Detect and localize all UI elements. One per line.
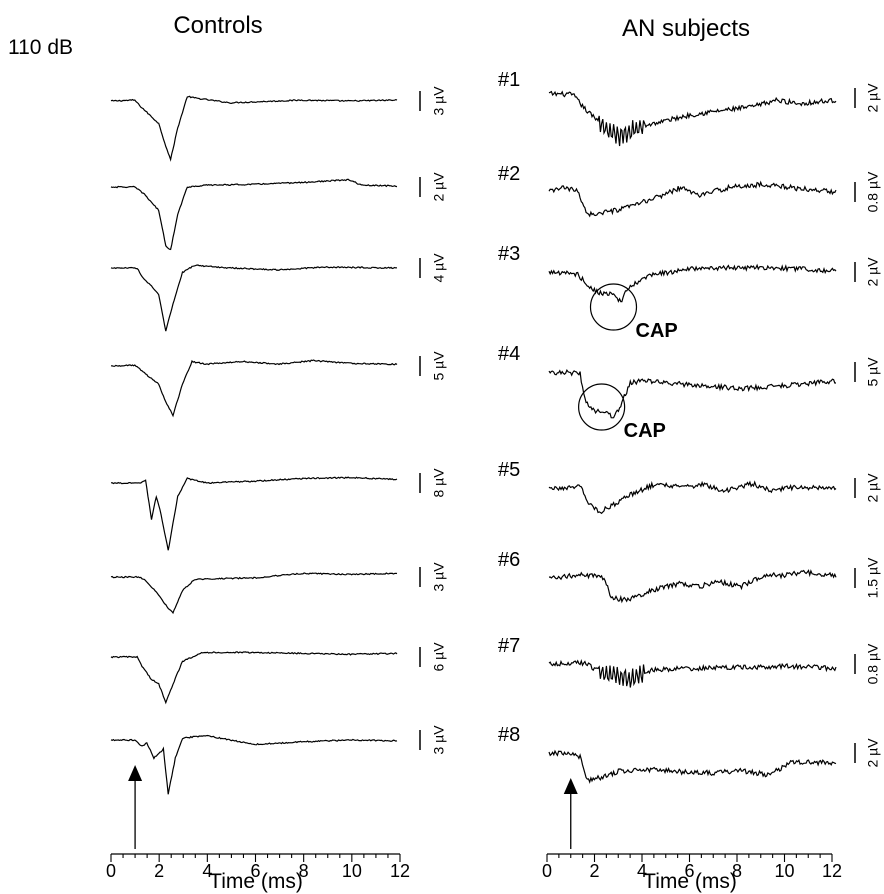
x-tick-label: 4 bbox=[202, 861, 212, 881]
trace-id-label: #4 bbox=[498, 343, 520, 365]
an-title: AN subjects bbox=[622, 15, 750, 42]
trace-control-4 bbox=[110, 359, 398, 418]
x-axis-label-controls: Time (ms) bbox=[209, 870, 303, 893]
scale-bar-label: 3 µV bbox=[431, 725, 447, 755]
x-tick-label: 12 bbox=[390, 861, 410, 881]
x-tick-label: 4 bbox=[637, 861, 647, 881]
scale-bar-label: 2 µV bbox=[865, 83, 881, 113]
x-tick-label: 8 bbox=[299, 861, 309, 881]
trace-id-label: #3 bbox=[498, 243, 520, 265]
controls-panel: 3 µV 2 µV 4 µV 5 µV 8 µV 3 µV 6 µV 3 µV 0 2 4 6 8 10 1… bbox=[106, 86, 447, 881]
trace-control-6 bbox=[110, 572, 398, 615]
scale-bar-label: 2 µV bbox=[865, 738, 881, 768]
scale-bar-label: 5 µV bbox=[431, 351, 447, 381]
scale-bar-label: 3 µV bbox=[431, 86, 447, 116]
trace-#1 bbox=[548, 90, 837, 147]
trace-#4 bbox=[548, 368, 836, 419]
x-tick-label: 2 bbox=[589, 861, 599, 881]
trace-control-7 bbox=[110, 651, 398, 705]
trace-#2 bbox=[548, 180, 837, 218]
trace-#8 bbox=[548, 749, 837, 784]
trace-id-label: #8 bbox=[498, 724, 520, 746]
cap-label: CAP bbox=[636, 320, 678, 342]
x-tick-label: 10 bbox=[774, 861, 794, 881]
scale-bar-label: 6 µV bbox=[431, 642, 447, 672]
x-tick-label: 2 bbox=[154, 861, 164, 881]
trace-#3 bbox=[548, 263, 837, 303]
trace-id-label: #5 bbox=[498, 459, 520, 481]
trace-#5 bbox=[548, 480, 837, 515]
controls-title: Controls bbox=[173, 12, 262, 39]
trace-control-2 bbox=[110, 178, 398, 251]
x-axis-label-an: Time (ms) bbox=[643, 870, 737, 893]
scale-bar-label: 8 µV bbox=[431, 468, 447, 498]
scale-bar-label: 3 µV bbox=[431, 562, 447, 592]
trace-control-8 bbox=[110, 734, 398, 795]
x-tick-label: 8 bbox=[732, 861, 742, 881]
scale-bar-label: 2 µV bbox=[431, 172, 447, 202]
trace-id-label: #6 bbox=[498, 549, 520, 571]
stimulus-arrowhead bbox=[128, 765, 143, 781]
trace-id-label: #1 bbox=[498, 69, 520, 91]
trace-id-label: #2 bbox=[498, 163, 520, 185]
scale-bar-label: 0.8 µV bbox=[865, 171, 881, 212]
x-tick-label: 6 bbox=[250, 861, 260, 881]
trace-control-3 bbox=[110, 264, 398, 332]
trace-id-label: #7 bbox=[498, 635, 520, 657]
an-panel: 2 µV #1 0.8 µV #2 2 µV #3 5 µV #4 2 µV #5 1.5 µV #6… bbox=[498, 69, 881, 881]
scale-bar-label: 2 µV bbox=[865, 257, 881, 287]
trace-control-1 bbox=[110, 95, 398, 162]
cap-circle bbox=[589, 283, 638, 331]
scale-bar-label: 5 µV bbox=[865, 357, 881, 387]
cap-label: CAP bbox=[624, 420, 666, 442]
x-tick-label: 10 bbox=[342, 861, 362, 881]
x-tick-label: 0 bbox=[106, 861, 116, 881]
stimulus-arrowhead bbox=[563, 778, 578, 794]
level-label: 110 dB bbox=[8, 36, 73, 59]
cap-circle bbox=[578, 383, 626, 431]
trace-control-5 bbox=[110, 476, 398, 551]
scale-bar-label: 0.8 µV bbox=[865, 643, 881, 684]
trace-#7 bbox=[548, 658, 837, 688]
x-tick-label: 0 bbox=[542, 861, 552, 881]
x-tick-label: 12 bbox=[822, 861, 842, 881]
x-tick-label: 6 bbox=[684, 861, 694, 881]
scale-bar-label: 2 µV bbox=[865, 473, 881, 503]
scale-bar-label: 1.5 µV bbox=[865, 557, 881, 598]
scale-bar-label: 4 µV bbox=[431, 253, 447, 283]
trace-#6 bbox=[548, 569, 837, 604]
